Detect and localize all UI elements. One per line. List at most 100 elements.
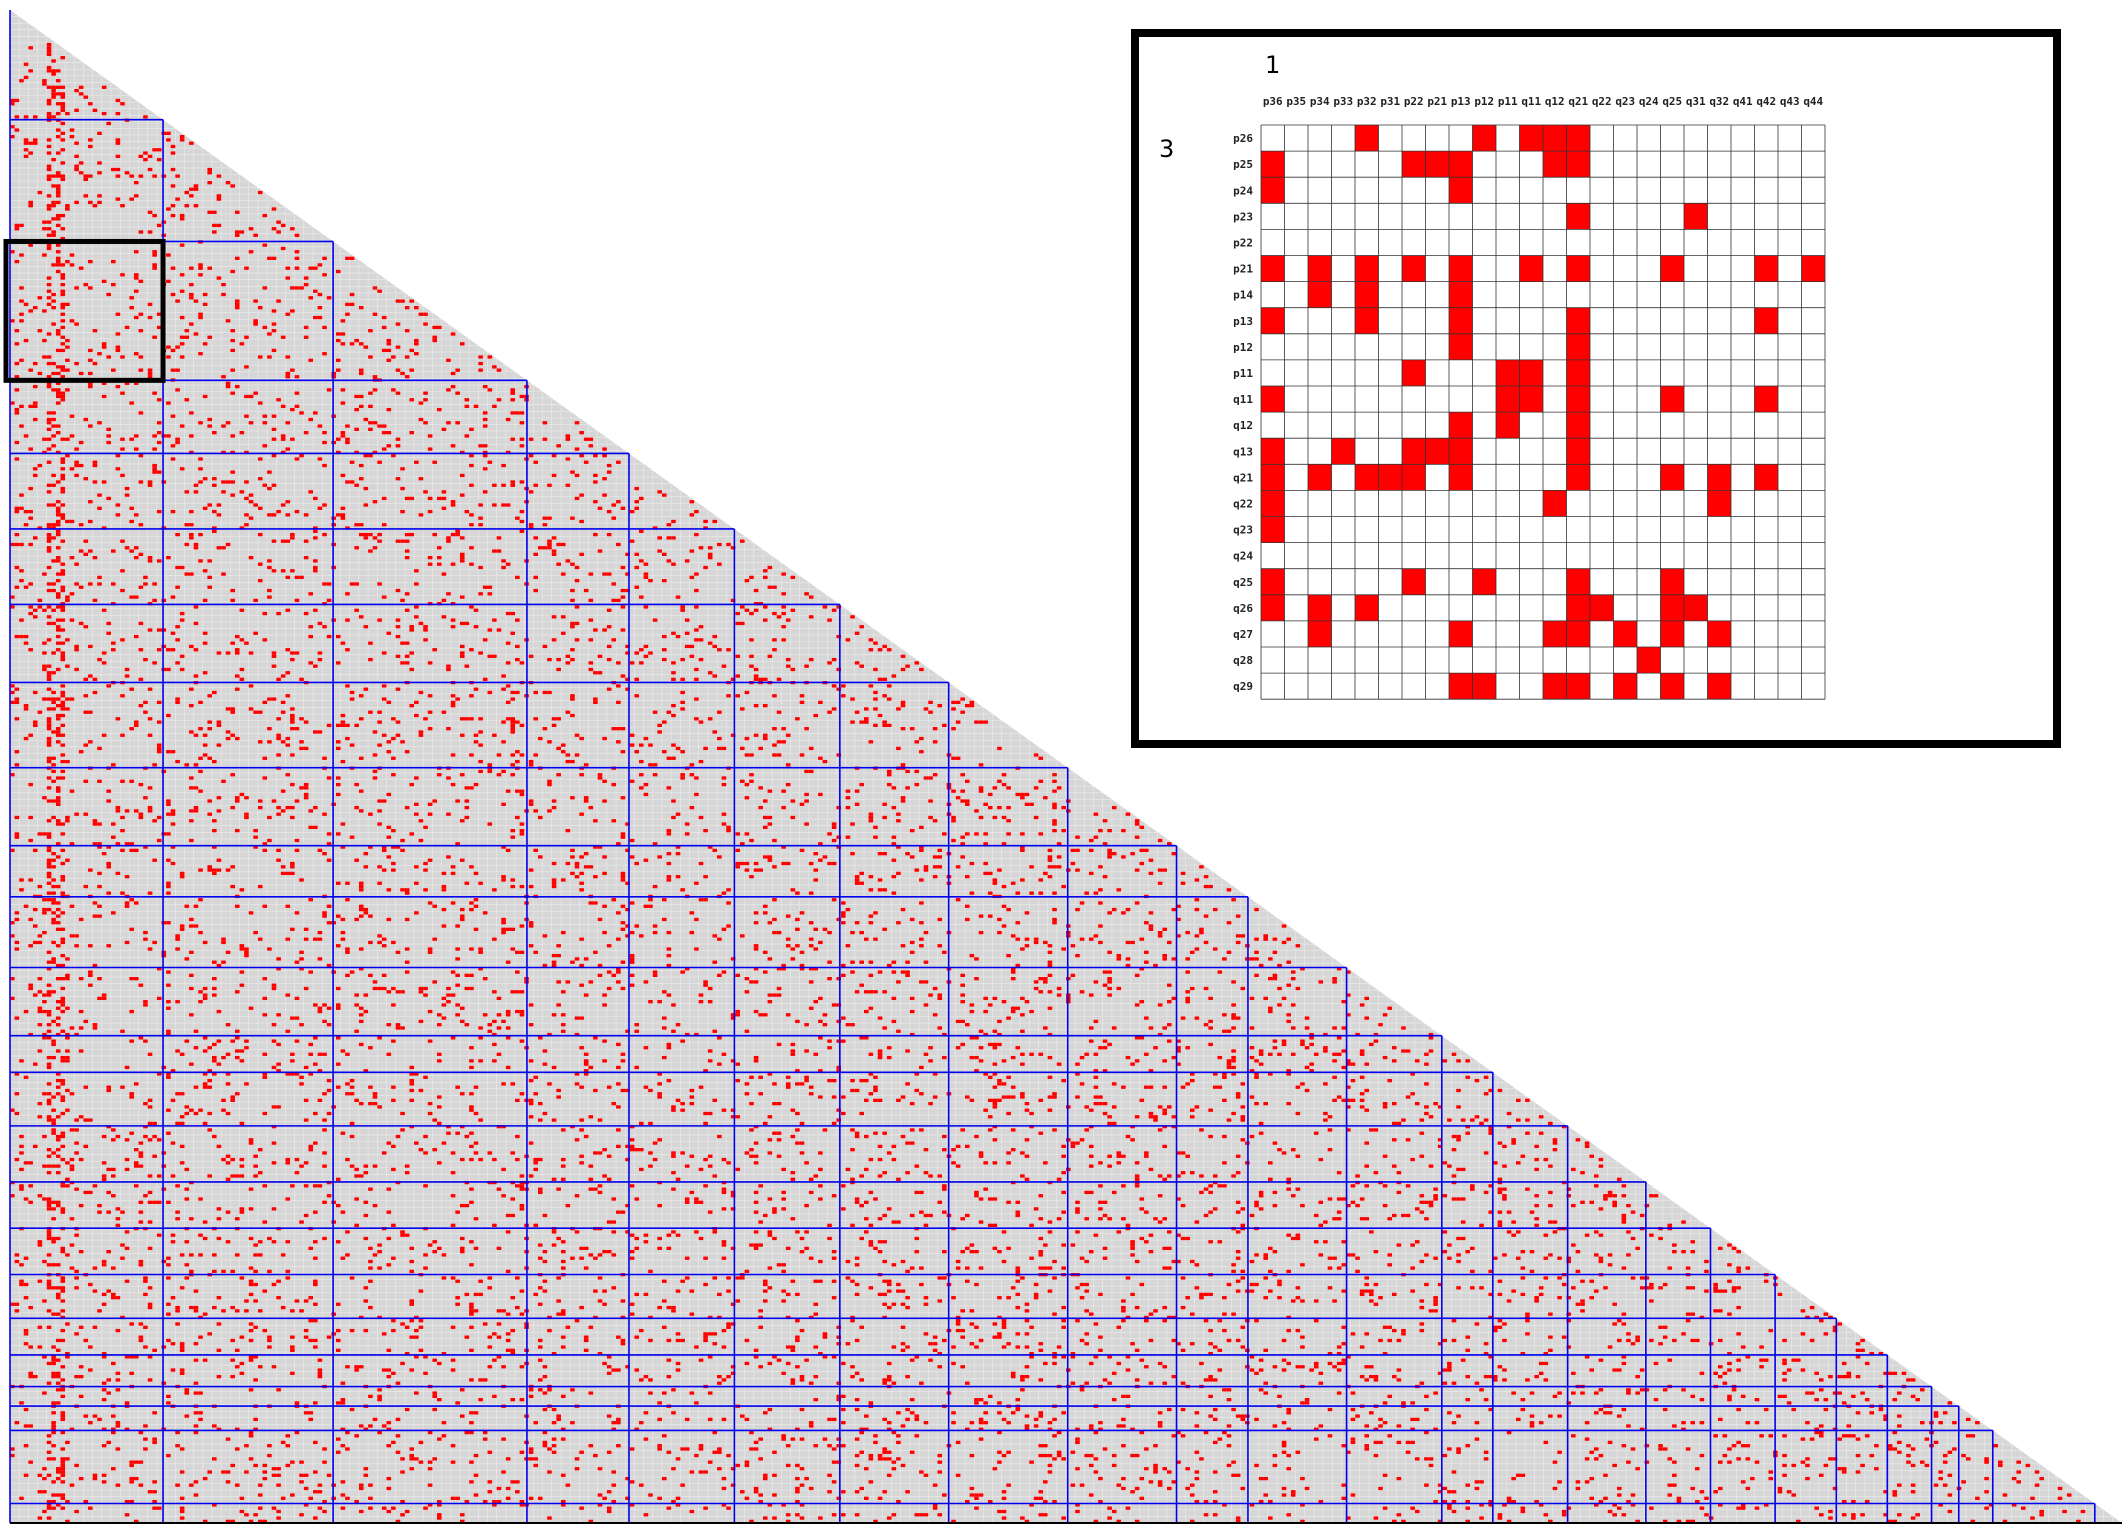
interaction-cell — [170, 595, 176, 599]
interaction-cell — [290, 805, 295, 810]
interaction-cell — [560, 542, 566, 547]
interaction-cell — [179, 289, 185, 293]
interaction-cell — [400, 509, 405, 514]
interaction-cell — [808, 769, 814, 774]
interaction-cell — [726, 924, 731, 928]
interaction-cell — [60, 102, 66, 106]
interaction-cell — [138, 154, 144, 159]
interaction-cell — [859, 664, 864, 668]
interaction-cell — [179, 618, 185, 622]
interaction-cell — [482, 417, 488, 422]
interaction-cell — [129, 1131, 134, 1135]
interaction-cell — [730, 546, 736, 550]
interaction-cell — [574, 861, 580, 866]
interaction-cell — [882, 720, 887, 724]
interaction-cell — [166, 832, 171, 836]
interaction-cell — [868, 1072, 874, 1076]
interaction-cell — [271, 1065, 277, 1070]
interaction-cell — [854, 1088, 860, 1093]
interaction-cell — [138, 1151, 144, 1155]
interaction-cell — [1295, 1154, 1301, 1158]
interaction-cell — [1483, 1151, 1489, 1155]
interaction-cell — [436, 1105, 442, 1109]
interaction-cell — [923, 1003, 929, 1007]
interaction-cell — [358, 342, 364, 346]
interaction-cell — [253, 828, 258, 833]
interaction-cell — [294, 911, 300, 915]
interaction-cell — [55, 381, 61, 385]
interaction-cell — [60, 467, 66, 471]
interaction-cell — [1194, 878, 1200, 882]
interaction-cell — [515, 759, 520, 764]
interaction-cell — [368, 657, 373, 662]
interaction-cell — [496, 773, 502, 777]
interaction-cell — [106, 631, 112, 635]
interaction-cell — [785, 914, 791, 918]
interaction-cell — [625, 588, 630, 593]
interaction-cell — [822, 927, 828, 931]
interaction-cell — [51, 85, 56, 89]
interaction-cell — [951, 789, 956, 793]
interaction-cell — [170, 1174, 176, 1178]
interaction-cell — [391, 868, 396, 872]
interaction-cell — [808, 921, 814, 925]
interaction-cell — [749, 654, 754, 658]
interaction-cell — [234, 799, 240, 803]
interaction-cell — [46, 993, 52, 997]
interaction-cell — [193, 542, 199, 547]
interaction-cell — [868, 990, 874, 994]
interaction-cell — [51, 901, 56, 905]
interaction-cell — [570, 871, 575, 876]
interaction-cell — [1332, 977, 1337, 981]
interaction-cell — [937, 996, 943, 1001]
interaction-cell — [216, 963, 222, 968]
interaction-cell — [303, 796, 309, 800]
interaction-cell — [46, 1115, 52, 1119]
interaction-cell — [1020, 1052, 1025, 1056]
interaction-cell — [1020, 1095, 1025, 1099]
interaction-cell — [1010, 1009, 1016, 1014]
interaction-cell — [42, 309, 47, 313]
interaction-cell — [290, 717, 295, 721]
interaction-cell — [55, 1085, 61, 1089]
interaction-cell — [505, 717, 511, 721]
interaction-cell — [799, 700, 805, 705]
interaction-cell — [1029, 891, 1034, 895]
interaction-cell — [808, 1092, 814, 1096]
interaction-cell — [51, 588, 56, 593]
interaction-cell — [1047, 1006, 1053, 1010]
interaction-cell — [88, 740, 93, 744]
interaction-cell — [335, 368, 341, 372]
interaction-cell — [391, 1003, 396, 1007]
interaction-cell — [625, 1144, 630, 1149]
interaction-cell — [932, 855, 938, 859]
interaction-cell — [106, 1167, 112, 1172]
interaction-cell — [712, 934, 718, 938]
interaction-cell — [32, 306, 38, 310]
interaction-cell — [65, 437, 70, 441]
interaction-cell — [19, 618, 24, 622]
interaction-cell — [964, 904, 970, 908]
interaction-cell — [1465, 1075, 1471, 1079]
interaction-cell — [147, 1121, 153, 1126]
interaction-cell — [55, 796, 61, 800]
interaction-cell — [1336, 1171, 1342, 1175]
interaction-cell — [55, 431, 61, 435]
interaction-cell — [1144, 1151, 1149, 1155]
interaction-cell — [891, 842, 897, 846]
interaction-cell — [244, 414, 249, 418]
interaction-cell — [1075, 953, 1080, 958]
interaction-cell — [1070, 1144, 1076, 1149]
interaction-cell — [602, 993, 607, 997]
interaction-cell — [349, 1134, 355, 1139]
interaction-cell — [964, 799, 970, 803]
interaction-cell — [882, 677, 887, 681]
interaction-cell — [88, 259, 93, 264]
interaction-cell — [166, 556, 171, 560]
interaction-cell — [46, 960, 52, 964]
interaction-cell — [900, 727, 906, 731]
interaction-cell — [152, 447, 157, 451]
interaction-cell — [377, 460, 382, 464]
interaction-cell — [358, 523, 364, 527]
interaction-cell — [1359, 1105, 1365, 1109]
